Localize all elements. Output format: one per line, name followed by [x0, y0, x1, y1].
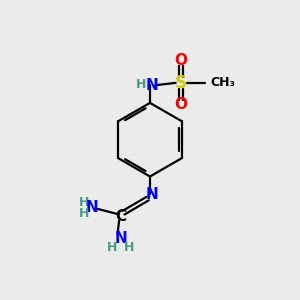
Text: N: N: [146, 187, 159, 202]
Text: N: N: [146, 78, 159, 93]
Text: H: H: [124, 241, 134, 254]
Text: H: H: [79, 207, 89, 220]
Text: H: H: [135, 78, 146, 91]
Text: C: C: [115, 209, 126, 224]
Text: H: H: [107, 241, 118, 254]
Text: N: N: [114, 231, 127, 246]
Text: S: S: [175, 74, 187, 92]
Text: H: H: [79, 196, 89, 208]
Text: O: O: [174, 53, 188, 68]
Text: O: O: [174, 98, 188, 112]
Text: N: N: [85, 200, 98, 215]
Text: CH₃: CH₃: [210, 76, 236, 89]
